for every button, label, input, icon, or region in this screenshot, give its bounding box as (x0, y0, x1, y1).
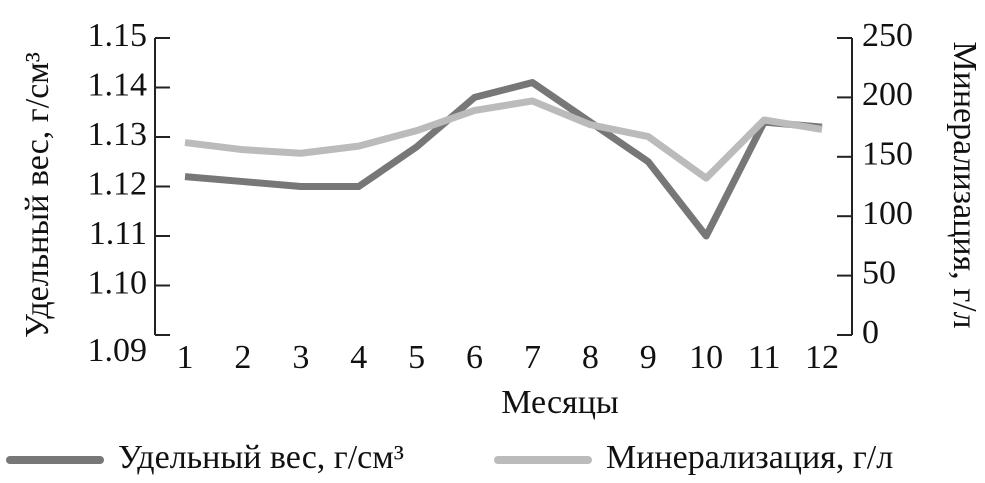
y2-tick-label: 150 (862, 136, 913, 173)
y2-axis-label: Минерализация, г/л (946, 41, 983, 328)
y-tick-label: 1.12 (88, 165, 148, 202)
x-tick-label: 2 (234, 339, 251, 376)
y2-tick-label: 200 (862, 76, 913, 113)
y-tick-label: 1.15 (88, 17, 148, 54)
x-axis-label: Месяцы (501, 384, 619, 421)
y-tick-label: 1.14 (88, 66, 148, 103)
y-tick-label: 1.11 (89, 215, 147, 252)
y-tick-label: 1.10 (88, 264, 148, 301)
y2-tick-label: 100 (862, 195, 913, 232)
x-tick-label: 5 (408, 339, 425, 376)
series-line (184, 97, 823, 182)
y-tick-label: 1.09 (88, 332, 148, 369)
x-tick-label: 12 (805, 339, 839, 376)
x-tick-label: 6 (466, 339, 483, 376)
x-tick-label: 4 (350, 339, 367, 376)
x-tick-label: 1 (177, 339, 194, 376)
x-tick-label: 7 (524, 339, 541, 376)
x-tick-label: 9 (640, 339, 657, 376)
y2-tick-label: 0 (862, 314, 879, 351)
x-tick-label: 10 (689, 339, 723, 376)
y-axis-label: Удельный вес, г/см³ (19, 52, 56, 338)
x-tick-label: 3 (292, 339, 309, 376)
legend-label: Удельный вес, г/см³ (118, 439, 404, 476)
legend-label: Минерализация, г/л (606, 439, 893, 476)
y2-tick-label: 50 (862, 254, 896, 291)
x-tick-label: 8 (582, 339, 599, 376)
y2-tick-label: 250 (862, 17, 913, 54)
x-tick-label: 11 (748, 339, 781, 376)
series-line (184, 79, 823, 240)
y-tick-label: 1.13 (88, 116, 148, 153)
